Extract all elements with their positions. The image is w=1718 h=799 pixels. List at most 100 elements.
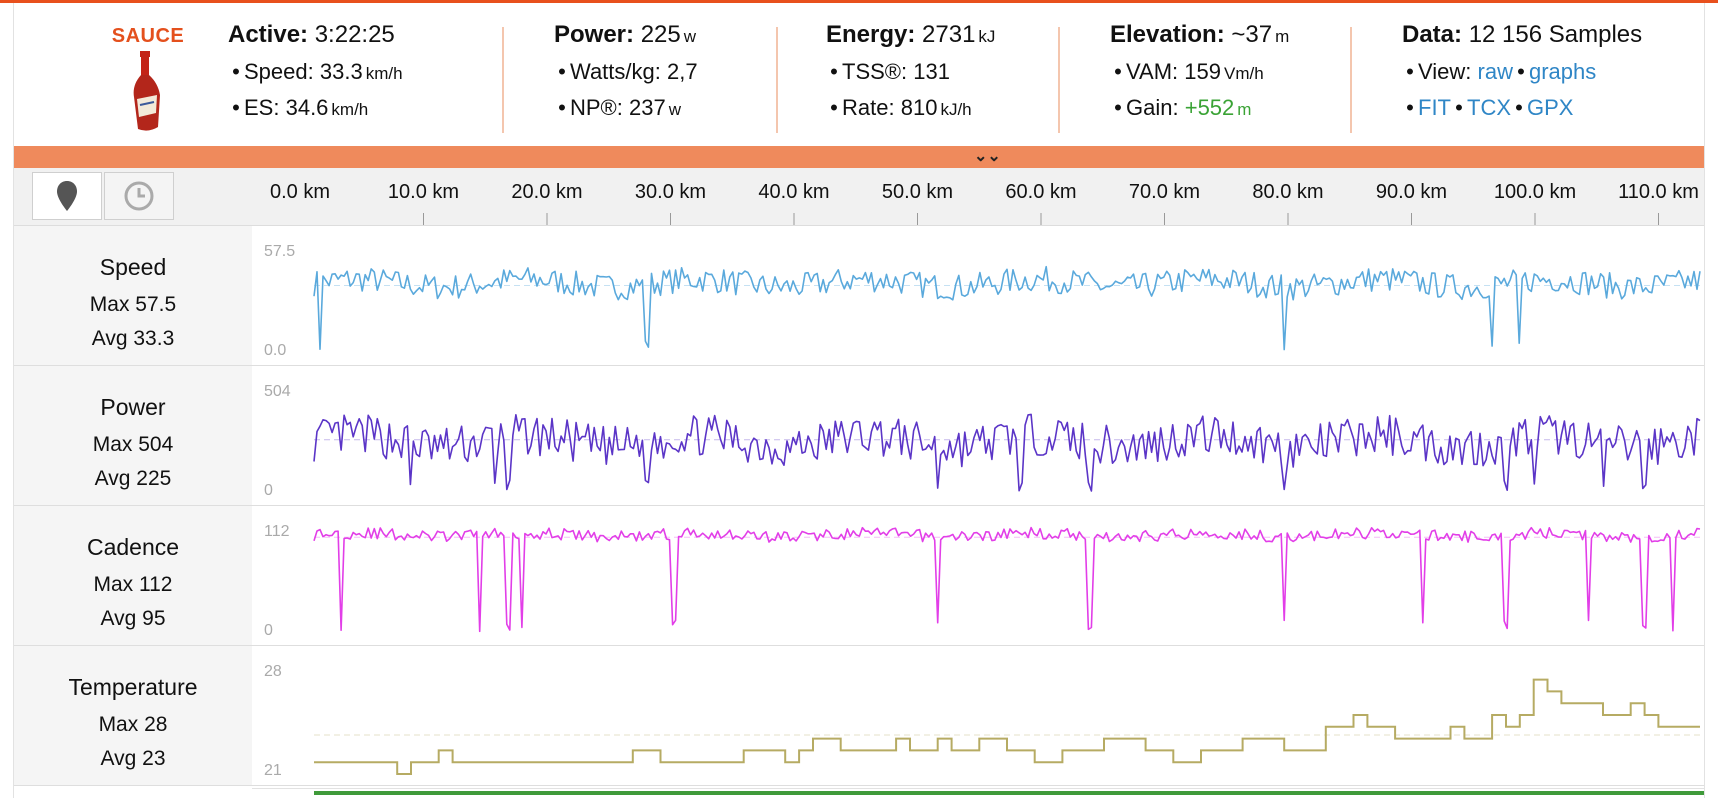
- divider: [776, 27, 778, 133]
- distance-axis-toolbar: 0.0 km 10.0 km 20.0 km 30.0 km 40.0 km 50.0 k…: [14, 168, 1704, 226]
- y-min-label: 21: [264, 762, 282, 779]
- activity-summary-header: SAUCE Active: 3:22:25 • Speed: 33.3 km/h •…: [14, 3, 1704, 146]
- energy-value: 2731: [922, 21, 976, 48]
- cadence-label-panel: Cadence Max 112 Avg 95: [14, 506, 252, 645]
- elevation-summary: Elevation: ~37 m • VAM: 159 Vm/h • Gain: +55…: [1110, 21, 1290, 120]
- elevation-unit: m: [1275, 27, 1290, 46]
- data-label: Data:: [1402, 21, 1463, 48]
- es-label: ES:: [244, 95, 280, 120]
- y-min-label: 0: [264, 622, 273, 639]
- speed-label: Speed:: [244, 59, 314, 84]
- temperature-label-panel: Temperature Max 28 Avg 23: [14, 646, 252, 785]
- tss-label: TSS®:: [842, 59, 908, 84]
- lane-title: Power: [100, 394, 166, 420]
- cadence-chart[interactable]: [252, 506, 1704, 645]
- samples-value: 12 156 Samples: [1468, 21, 1643, 48]
- gpx-download-link[interactable]: GPX: [1527, 95, 1574, 120]
- clock-icon: [124, 181, 154, 211]
- power-lane: Power Max 504 Avg 225 504 0: [14, 366, 1704, 506]
- right-gutter: [1704, 3, 1718, 798]
- sauce-logo: SAUCE: [88, 21, 208, 131]
- data-summary: Data: 12 156 Samples • View: raw • graphs •…: [1402, 21, 1643, 120]
- distance-mode-button[interactable]: [32, 172, 102, 220]
- divider: [1058, 27, 1060, 133]
- gain-value: +552: [1184, 95, 1235, 120]
- active-label: Active:: [228, 21, 309, 48]
- wkg-label: Watts/kg:: [570, 59, 661, 84]
- power-label-panel: Power Max 504 Avg 225: [14, 366, 252, 505]
- es-value: 34.6: [285, 95, 329, 120]
- axis-tick-label: 80.0 km: [1252, 181, 1323, 203]
- tss-value: 131: [913, 59, 950, 84]
- gain-label: Gain:: [1126, 95, 1179, 120]
- active-summary: Active: 3:22:25 • Speed: 33.3 km/h • ES: 34…: [228, 21, 403, 120]
- power-summary: Power: 225 w • Watts/kg: 2,7 • NP®: 237 w: [554, 21, 698, 120]
- speed-value: 33.3: [319, 59, 363, 84]
- left-gutter: [0, 3, 14, 798]
- axis-tick-label: 100.0 km: [1494, 181, 1576, 203]
- axis-tick-label: 110.0 km: [1618, 181, 1699, 203]
- y-max-label: 504: [264, 383, 291, 400]
- view-label: View:: [1418, 59, 1472, 84]
- axis-tick-label: 50.0 km: [882, 181, 953, 203]
- top-accent-bar: [0, 0, 1718, 3]
- axis-tick-label: 90.0 km: [1376, 181, 1447, 203]
- speed-chart[interactable]: [252, 226, 1704, 365]
- y-max-label: 112: [264, 523, 290, 540]
- tcx-download-link[interactable]: TCX: [1467, 95, 1511, 120]
- chevron-double-down-icon[interactable]: ⌄⌄: [974, 148, 1001, 165]
- lane-max: Max 112: [93, 573, 173, 596]
- vam-label: VAM:: [1126, 59, 1179, 84]
- fit-download-link[interactable]: FIT: [1418, 95, 1451, 120]
- elevation-trace-hint: [314, 791, 1704, 795]
- map-pin-icon: [57, 181, 77, 211]
- cadence-lane: Cadence Max 112 Avg 95 112 0: [14, 506, 1704, 646]
- speed-lane: Speed Max 57.5 Avg 33.3 57.5 0.0: [14, 226, 1704, 366]
- lane-title: Cadence: [86, 534, 180, 560]
- next-lane-preview: [252, 788, 1704, 799]
- wkg-value: 2,7: [667, 59, 698, 84]
- axis-tick-label: 60.0 km: [1005, 181, 1076, 203]
- lane-avg: Avg 23: [100, 747, 166, 770]
- speed-label-panel: Speed Max 57.5 Avg 33.3: [14, 226, 252, 365]
- bottle-icon: [133, 51, 160, 131]
- vam-unit: Vm/h: [1224, 64, 1264, 83]
- axis-tick-label: 30.0 km: [635, 181, 706, 203]
- collapse-header-bar[interactable]: ⌄⌄: [14, 146, 1704, 168]
- y-max-label: 57.5: [264, 243, 296, 260]
- raw-link[interactable]: raw: [1477, 59, 1513, 84]
- y-max-label: 28: [264, 663, 282, 680]
- series-line: [313, 413, 1701, 492]
- time-mode-button[interactable]: [104, 172, 174, 220]
- lane-max: Max 504: [92, 433, 174, 456]
- series-line: [313, 265, 1701, 351]
- lane-max: Max 28: [98, 713, 168, 736]
- rate-value: 810: [900, 95, 938, 120]
- es-unit: km/h: [331, 100, 369, 119]
- lane-max: Max 57.5: [89, 293, 177, 316]
- speed-unit: km/h: [365, 64, 403, 83]
- distance-axis: 0.0 km 10.0 km 20.0 km 30.0 km 40.0 km 50.0 k…: [270, 181, 1699, 225]
- lane-avg: Avg 33.3: [91, 327, 175, 350]
- temperature-chart[interactable]: [252, 646, 1704, 785]
- power-chart[interactable]: [252, 366, 1704, 505]
- series-line: [313, 526, 1701, 633]
- energy-label: Energy:: [826, 21, 916, 48]
- power-unit: w: [683, 27, 697, 46]
- divider: [1350, 27, 1352, 133]
- series-line: [314, 678, 1700, 775]
- energy-summary: Energy: 2731 kJ • TSS®: 131 • Rate: 810 kJ/h: [826, 21, 996, 120]
- brand-label: SAUCE: [111, 25, 185, 47]
- energy-unit: kJ: [978, 27, 996, 46]
- axis-tick-label: 10.0 km: [388, 181, 459, 203]
- lane-avg: Avg 225: [94, 467, 172, 490]
- gain-unit: m: [1237, 100, 1252, 119]
- y-min-label: 0: [264, 482, 273, 499]
- np-label: NP®:: [570, 95, 623, 120]
- axis-tick-label: 20.0 km: [511, 181, 582, 203]
- lane-avg: Avg 95: [100, 607, 166, 630]
- axis-tick-label: 0.0 km: [270, 181, 330, 203]
- active-value: 3:22:25: [314, 21, 395, 48]
- rate-unit: kJ/h: [940, 100, 972, 119]
- graphs-link[interactable]: graphs: [1528, 59, 1597, 84]
